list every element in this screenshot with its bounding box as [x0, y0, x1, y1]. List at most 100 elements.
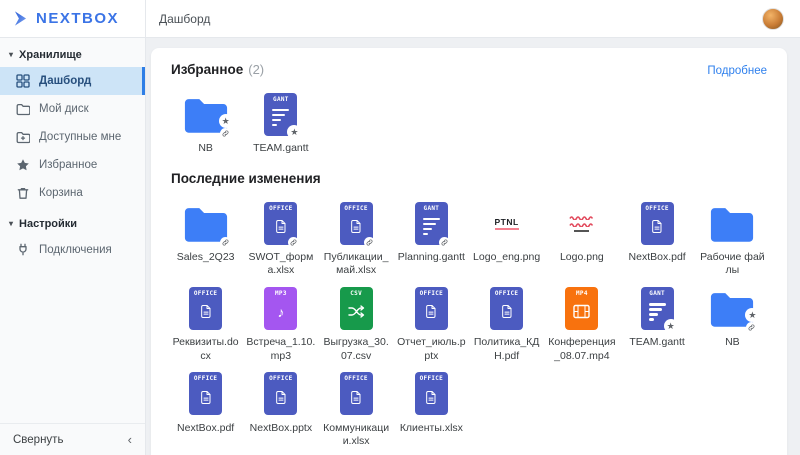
file-name: NextBox.pdf — [177, 421, 235, 434]
mp4-glyph-icon — [573, 297, 591, 330]
file-name: Конференция_08.07.mp4 — [548, 336, 616, 362]
folder-icon — [711, 207, 754, 242]
file-type-tag: OFFICE — [645, 204, 669, 212]
sidebar-item-trash[interactable]: Корзина — [0, 179, 145, 207]
link-badge — [219, 237, 231, 249]
file-tile[interactable]: GANT Planning.gantt — [397, 200, 466, 277]
file-tile[interactable]: MP4 Конференция_08.07.mp4 — [547, 285, 616, 362]
star-icon — [16, 158, 30, 172]
file-tile[interactable]: OFFICE Реквизиты.docx — [171, 285, 240, 362]
sidebar-section-header[interactable]: ▾ Хранилище — [0, 38, 145, 67]
star-badge: ★ — [287, 125, 302, 139]
office-file-icon: OFFICE — [189, 372, 223, 416]
file-name: Реквизиты.docx — [172, 336, 239, 362]
file-name: NB — [198, 142, 213, 154]
file-tile[interactable]: OFFICE Коммуникации.xlsx — [322, 371, 391, 448]
file-tile[interactable]: Logo.png — [547, 200, 616, 277]
link-badge — [219, 128, 231, 139]
sidebar-section-header[interactable]: ▾ Настройки — [0, 207, 145, 236]
office-glyph-icon — [348, 212, 364, 245]
trash-icon — [16, 186, 30, 200]
file-name: Политика_КДН.pdf — [473, 336, 540, 362]
file-name: Logo_eng.png — [473, 251, 541, 264]
file-name: Коммуникации.xlsx — [323, 421, 390, 447]
file-tile[interactable]: GANT ★ TEAM.gantt — [246, 91, 315, 155]
office-glyph-icon — [423, 297, 439, 330]
file-type-tag: OFFICE — [269, 204, 293, 212]
file-tile[interactable]: OFFICE NextBox.pdf — [623, 200, 692, 277]
file-tile[interactable]: OFFICE Публикации_май.xlsx — [322, 200, 391, 277]
file-name: TEAM.gantt — [253, 142, 309, 154]
file-tile[interactable]: OFFICE Клиенты.xlsx — [397, 371, 466, 448]
file-tile[interactable]: Рабочие файлы — [698, 200, 767, 277]
office-file-icon: OFFICE — [490, 286, 524, 330]
file-tile[interactable]: MP3 ♪ Встреча_1.10.mp3 — [246, 285, 315, 362]
sidebar-section: ▾ Настройки Подключения — [0, 207, 145, 264]
app-logo[interactable]: NEXTBOX — [0, 0, 146, 37]
collapse-label: Свернуть — [13, 433, 64, 446]
collapse-sidebar-button[interactable]: Свернуть ‹ — [0, 423, 145, 455]
file-tile[interactable]: ★ NB — [698, 285, 767, 362]
sidebar-item-label: Избранное — [39, 159, 98, 171]
office-file-icon: OFFICE — [640, 201, 674, 245]
file-tile[interactable]: CSV Выгрузка_30.07.csv — [322, 285, 391, 362]
file-tile[interactable]: OFFICE NextBox.pptx — [246, 371, 315, 448]
caret-down-icon: ▾ — [9, 219, 14, 228]
sidebar-item-label: Мой диск — [39, 103, 89, 115]
file-type-tag: GANT — [273, 95, 289, 103]
office-file-icon: OFFICE — [189, 286, 223, 330]
file-tile[interactable]: PTNL Logo_eng.png — [472, 200, 541, 277]
recent-title: Последние изменения — [171, 171, 321, 187]
file-type-tag: OFFICE — [269, 375, 293, 383]
office-file-icon: OFFICE — [414, 372, 448, 416]
link-badge — [363, 237, 375, 249]
file-name: Встреча_1.10.mp3 — [246, 336, 316, 362]
file-tile[interactable]: OFFICE Отчет_июль.pptx — [397, 285, 466, 362]
chevron-left-icon: ‹ — [127, 432, 132, 447]
file-name: Публикации_май.xlsx — [323, 251, 389, 277]
file-name: Выгрузка_30.07.csv — [323, 336, 389, 362]
office-glyph-icon — [649, 212, 665, 245]
file-name: Отчет_июль.pptx — [397, 336, 466, 362]
file-type-tag: OFFICE — [419, 375, 444, 383]
shared-folder-icon — [16, 130, 30, 144]
sidebar-item-dashboard[interactable]: Дашборд — [0, 67, 145, 95]
favorites-more-link[interactable]: Подробнее — [707, 65, 767, 77]
office-glyph-icon — [198, 382, 214, 415]
file-tile[interactable]: Sales_2Q23 — [171, 200, 240, 277]
favorites-count: (2) — [248, 62, 265, 77]
sidebar-item-connections[interactable]: Подключения — [0, 236, 145, 264]
office-glyph-icon — [198, 297, 214, 330]
file-type-tag: OFFICE — [419, 289, 444, 297]
file-tile[interactable]: OFFICE Политика_КДН.pdf — [472, 285, 541, 362]
file-type-tag: MP4 — [576, 289, 588, 297]
file-type-tag: CSV — [350, 289, 362, 297]
file-type-tag: MP3 — [275, 289, 287, 297]
file-tile[interactable]: ★ NB — [171, 91, 240, 155]
gantt-glyph-icon — [648, 297, 666, 330]
sidebar-item-my-disk[interactable]: Мой диск — [0, 95, 145, 123]
user-avatar[interactable] — [762, 7, 784, 30]
star-badge: ★ — [745, 308, 760, 323]
office-file-icon: OFFICE — [264, 372, 298, 416]
image-thumbnail: PTNL — [485, 202, 528, 245]
sidebar-item-label: Доступные мне — [39, 131, 122, 143]
sidebar: ▾ Хранилище Дашборд Мой диск Доступные м… — [0, 38, 146, 455]
file-tile[interactable]: OFFICE NextBox.pdf — [171, 371, 240, 448]
file-type-tag: GANT — [649, 289, 665, 297]
file-type-tag: OFFICE — [193, 289, 218, 297]
sidebar-section-label: Хранилище — [19, 49, 82, 61]
csv-file-icon: CSV — [339, 286, 373, 330]
file-name: SWOT_форма.xlsx — [248, 251, 314, 277]
sidebar-item-shared-with-me[interactable]: Доступные мне — [0, 123, 145, 151]
file-name: TEAM.gantt — [629, 336, 685, 349]
sidebar-item-favorites[interactable]: Избранное — [0, 151, 145, 179]
file-tile[interactable]: GANT ★ TEAM.gantt — [623, 285, 692, 362]
office-file-icon: OFFICE — [339, 372, 373, 416]
office-glyph-icon — [499, 297, 515, 330]
file-tile[interactable]: OFFICE SWOT_форма.xlsx — [246, 200, 315, 277]
mp3-file-icon: MP3 ♪ — [264, 286, 298, 330]
office-glyph-icon — [273, 382, 289, 415]
recent-files-grid: Sales_2Q23 OFFICE SWOT_форма.xlsx OFFICE… — [171, 200, 767, 448]
star-badge: ★ — [218, 114, 233, 128]
